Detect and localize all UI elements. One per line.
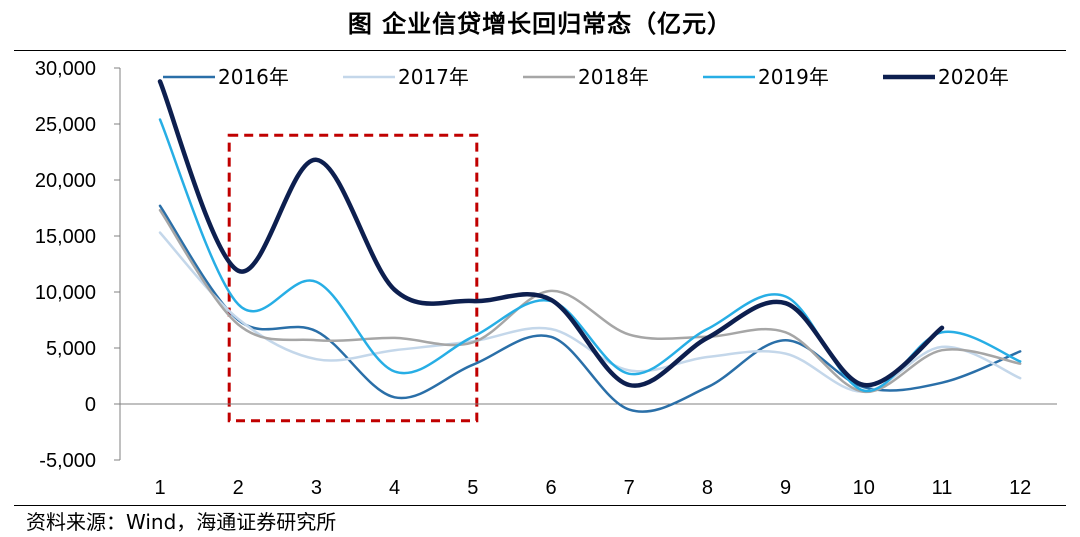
- y-tick-label: 15,000: [35, 226, 96, 248]
- x-tick-label: 7: [624, 477, 635, 499]
- legend-label-2020: 2020年: [938, 65, 1009, 89]
- legend-label-2017: 2017年: [398, 65, 469, 89]
- x-tick-label: 8: [702, 477, 713, 499]
- x-tick-label: 12: [1009, 477, 1031, 499]
- series-line-2020: [157, 79, 945, 388]
- x-tick-label: 5: [467, 477, 478, 499]
- source-note: 资料来源：Wind，海通证券研究所: [26, 510, 337, 534]
- legend-label-2016: 2016年: [218, 65, 289, 89]
- y-tick-label: 5,000: [46, 338, 96, 360]
- legend-label-2019: 2019年: [758, 65, 829, 89]
- x-tick-label: 4: [389, 477, 400, 499]
- y-tick-label: 20,000: [35, 170, 96, 192]
- y-tick-label: 25,000: [35, 114, 96, 136]
- series-layer: [157, 79, 1022, 413]
- x-tick-label: 6: [545, 477, 556, 499]
- x-tick-label: 1: [154, 477, 165, 499]
- axes: -5,000 0 5,000 10,000 15,000 20,000 25,000 30,0…: [35, 58, 1057, 499]
- x-tick-label: 2: [233, 477, 244, 499]
- chart-title: 图 企业信贷增长回归常态（亿元）: [347, 9, 733, 38]
- series-line-2019: [158, 118, 1022, 392]
- x-tick-label: 9: [780, 477, 791, 499]
- legend-label-2018: 2018年: [578, 65, 649, 89]
- y-tick-label: 30,000: [35, 58, 96, 80]
- y-tick-label: 0: [85, 394, 96, 416]
- x-tick-label: 11: [932, 477, 953, 499]
- x-tick-label: 10: [853, 477, 875, 499]
- highlight-box-layer: [227, 133, 479, 423]
- legend: 2016年 2017年 2018年 2019年 2020年: [163, 65, 1009, 89]
- series-line-2017: [158, 231, 1022, 393]
- y-tick-label: -5,000: [39, 450, 96, 472]
- y-tick-label: 10,000: [35, 282, 96, 304]
- top-rule: [14, 50, 1066, 51]
- bottom-rule: [14, 505, 1066, 506]
- series-line-2018: [158, 208, 1022, 393]
- highlight-box: [227, 133, 479, 423]
- x-tick-label: 3: [311, 477, 322, 499]
